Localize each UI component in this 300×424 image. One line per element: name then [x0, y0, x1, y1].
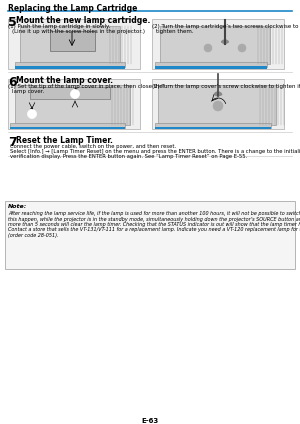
- FancyBboxPatch shape: [5, 201, 295, 269]
- Text: 5: 5: [8, 16, 17, 29]
- Text: more than 5 seconds will clear the lamp timer. Checking that the STATUS indicato: more than 5 seconds will clear the lamp …: [8, 222, 300, 227]
- Text: Mount the new lamp cartridge.: Mount the new lamp cartridge.: [16, 16, 150, 25]
- Bar: [15, 66, 125, 69]
- Bar: [155, 66, 267, 69]
- Bar: [30, 87, 110, 99]
- Text: 6: 6: [8, 76, 16, 89]
- Bar: [10, 123, 125, 128]
- Text: lamp cover.: lamp cover.: [12, 89, 44, 94]
- Circle shape: [204, 44, 212, 52]
- Bar: [160, 26, 270, 64]
- Text: 2: 2: [30, 109, 34, 114]
- Text: Select [Info.] → [Lamp Timer Reset] on the menu and press the ENTER button. Ther: Select [Info.] → [Lamp Timer Reset] on t…: [10, 149, 300, 154]
- Circle shape: [238, 44, 246, 52]
- Text: (1) Push the lamp cartridge in slowly.: (1) Push the lamp cartridge in slowly.: [8, 24, 110, 29]
- Text: Contact a store that sells the VT-131/VT-111 for a replacement lamp. Indicate yo: Contact a store that sells the VT-131/VT…: [8, 228, 300, 232]
- FancyBboxPatch shape: [152, 19, 284, 69]
- Bar: [15, 62, 125, 67]
- Text: Connect the power cable, switch on the power, and then reset.: Connect the power cable, switch on the p…: [10, 144, 176, 149]
- Text: Note:: Note:: [8, 204, 27, 209]
- Text: E-63: E-63: [141, 418, 159, 424]
- Text: this happen, while the projector is in the standby mode, simultaneously holding : this happen, while the projector is in t…: [8, 217, 300, 221]
- Bar: [15, 85, 130, 125]
- Bar: [50, 31, 95, 51]
- Bar: [155, 62, 267, 67]
- Text: (Line it up with the screw holes in the projector.): (Line it up with the screw holes in the …: [12, 28, 145, 33]
- Text: Reset the Lamp Timer.: Reset the Lamp Timer.: [16, 136, 113, 145]
- Wedge shape: [221, 40, 229, 44]
- Circle shape: [28, 109, 37, 118]
- Circle shape: [213, 101, 223, 111]
- Text: (order code 28-051).: (order code 28-051).: [8, 233, 59, 238]
- Circle shape: [70, 89, 80, 98]
- Text: After reaching the lamp service life, if the lamp is used for more than another : After reaching the lamp service life, if…: [8, 211, 300, 216]
- Text: 7: 7: [8, 136, 17, 149]
- FancyBboxPatch shape: [8, 79, 140, 129]
- Text: (2) Turn the lamp cover’s screw clockwise to tighten it.: (2) Turn the lamp cover’s screw clockwis…: [152, 84, 300, 89]
- Bar: [155, 127, 271, 129]
- Wedge shape: [214, 92, 222, 96]
- Bar: [155, 123, 271, 128]
- FancyBboxPatch shape: [8, 19, 140, 69]
- Text: Replacing the Lamp Cartridge: Replacing the Lamp Cartridge: [8, 4, 137, 13]
- Text: (2) Turn the lamp cartridge’s two screws clockwise to: (2) Turn the lamp cartridge’s two screws…: [152, 24, 298, 29]
- Text: 1: 1: [73, 89, 77, 94]
- Text: Mount the lamp cover.: Mount the lamp cover.: [16, 76, 113, 85]
- Bar: [158, 85, 276, 125]
- Text: verification display. Press the ENTER button again. See “Lamp Timer Reset” on Pa: verification display. Press the ENTER bu…: [10, 154, 247, 159]
- Bar: [20, 26, 120, 64]
- Text: (1) Set the tip of the lamp cover in place, then close the: (1) Set the tip of the lamp cover in pla…: [8, 84, 163, 89]
- Bar: [10, 127, 125, 129]
- Text: tighten them.: tighten them.: [156, 28, 194, 33]
- FancyBboxPatch shape: [152, 79, 284, 129]
